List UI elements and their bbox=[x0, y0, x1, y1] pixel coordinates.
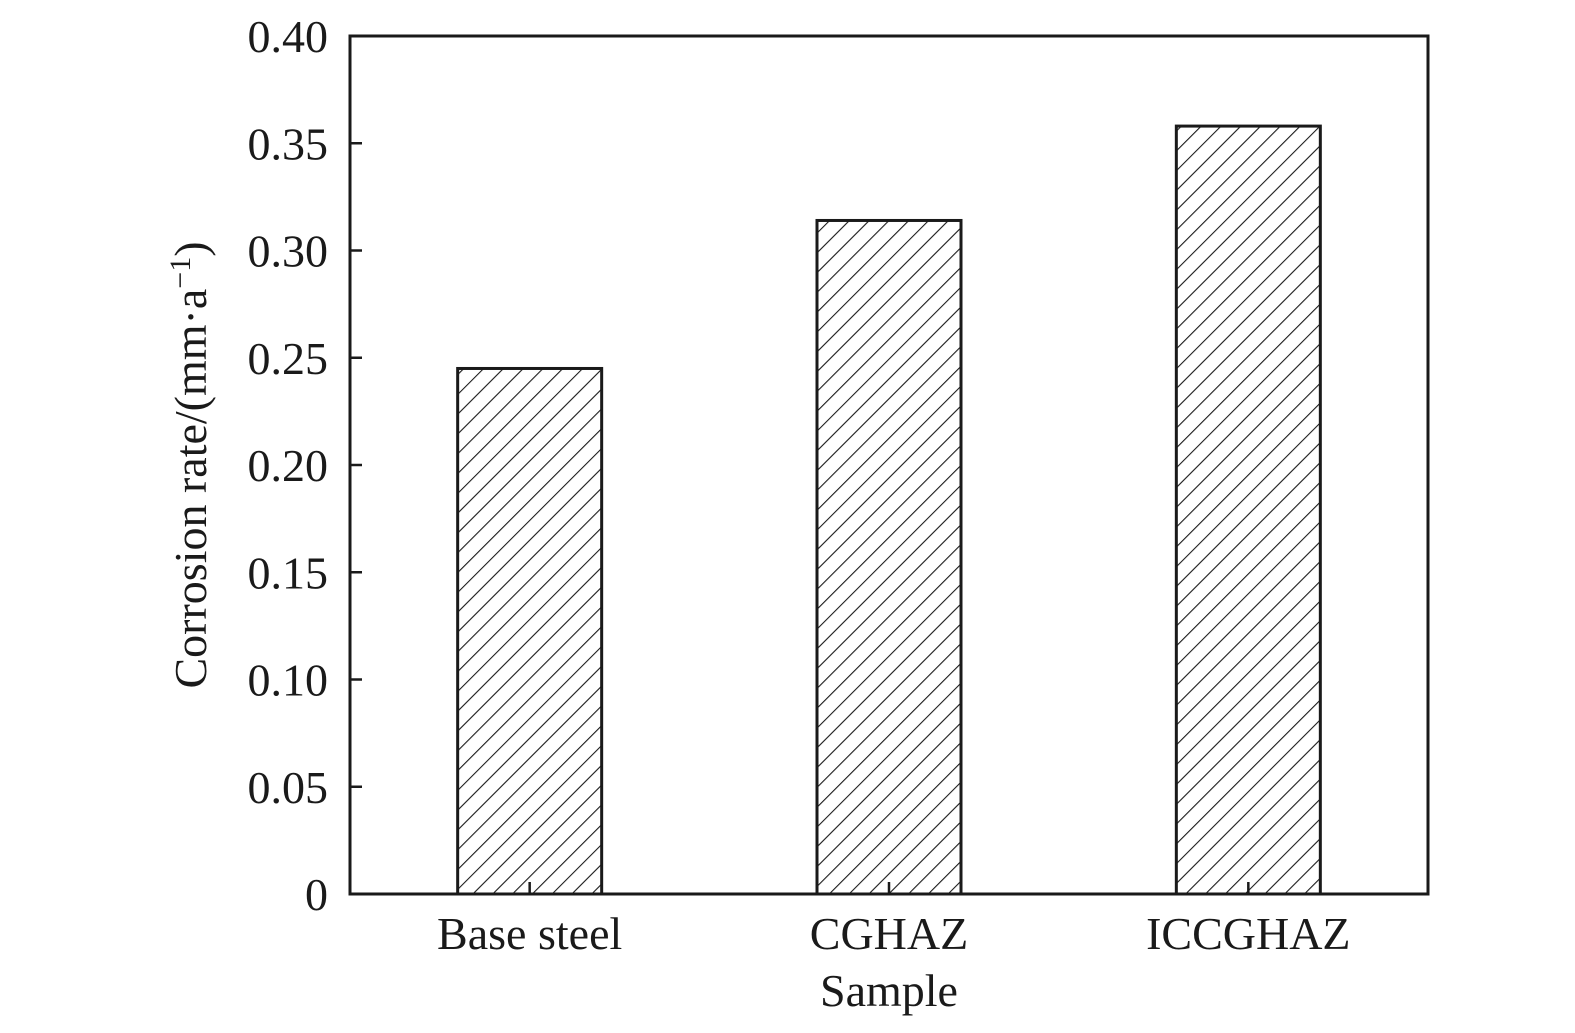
x-axis-title: Sample bbox=[820, 965, 958, 1016]
y-tick-label: 0.30 bbox=[248, 226, 329, 277]
bar-base-steel bbox=[456, 366, 604, 896]
y-axis-title-main: Corrosion rate/(mm·a bbox=[165, 289, 216, 689]
y-tick-label: 0.15 bbox=[248, 547, 329, 598]
x-axis-ticks: Base steel CGHAZ ICCGHAZ bbox=[437, 882, 1351, 959]
bar-cghaz bbox=[815, 218, 963, 896]
x-tick-label: CGHAZ bbox=[810, 908, 968, 959]
bars-group bbox=[456, 124, 1322, 896]
y-axis-title-close: ) bbox=[165, 241, 216, 256]
y-tick-label: 0 bbox=[305, 869, 328, 920]
y-axis-title: Corrosion rate/(mm·a−1) bbox=[164, 241, 216, 688]
y-axis-title-superscript: −1 bbox=[164, 257, 197, 289]
y-tick-label: 0.20 bbox=[248, 440, 329, 491]
x-tick-label: Base steel bbox=[437, 908, 622, 959]
x-tick-label: ICCGHAZ bbox=[1146, 908, 1350, 959]
y-tick-label: 0.05 bbox=[248, 762, 329, 813]
y-tick-label: 0.10 bbox=[248, 655, 329, 706]
bar-iccghaz bbox=[1174, 124, 1322, 896]
y-tick-label: 0.25 bbox=[248, 333, 329, 384]
y-tick-label: 0.35 bbox=[248, 118, 329, 169]
y-axis-ticks: 0 0.05 0.10 0.15 0.20 0.25 0.30 0.35 0.40 bbox=[248, 11, 362, 920]
y-tick-label: 0.40 bbox=[248, 11, 329, 62]
